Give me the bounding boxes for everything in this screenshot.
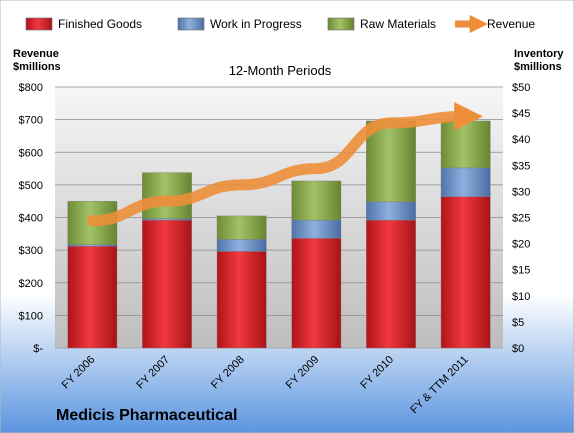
legend-swatch bbox=[327, 17, 355, 31]
bar-finished-goods bbox=[440, 196, 491, 349]
bar-raw-materials bbox=[440, 120, 491, 169]
legend-swatch bbox=[177, 17, 205, 31]
legend: Finished Goods Work in Progress Raw Materi… bbox=[25, 14, 535, 34]
bar-work-in-progress bbox=[366, 201, 416, 221]
legend-label: Raw Materials bbox=[360, 17, 436, 31]
left-axis-tick-label: $400 bbox=[19, 213, 43, 225]
bar-raw-materials bbox=[291, 180, 342, 221]
bar-finished-goods bbox=[366, 219, 416, 349]
bar-raw-materials bbox=[216, 215, 267, 240]
right-axis-tick-label: $10 bbox=[512, 291, 530, 303]
left-axis-tick-label: $800 bbox=[19, 82, 43, 94]
chart-subtitle: 12-Month Periods bbox=[229, 63, 332, 78]
bar-finished-goods bbox=[216, 251, 267, 349]
right-axis-title-line2: $millions bbox=[514, 61, 562, 73]
bar-work-in-progress bbox=[291, 219, 342, 239]
bar-work-in-progress bbox=[216, 239, 267, 252]
bar-work-in-progress bbox=[67, 244, 118, 247]
company-name: Medicis Pharmaceutical bbox=[56, 407, 237, 424]
left-axis-title-line1: Revenue bbox=[13, 48, 59, 60]
bars bbox=[67, 120, 491, 349]
right-axis-tick-label: $0 bbox=[512, 343, 524, 355]
legend-swatch bbox=[25, 17, 53, 31]
right-axis-tick-label: $30 bbox=[512, 186, 530, 198]
right-axis-ticks: $0 $5 $10 $15 $20 $25 $30 $35 $40 $45 $50 bbox=[512, 82, 530, 355]
revenue-line bbox=[86, 102, 483, 227]
right-axis-tick-label: $20 bbox=[512, 239, 530, 251]
bar-finished-goods bbox=[291, 238, 342, 349]
left-axis-tick-label: $100 bbox=[19, 310, 43, 322]
revenue-line-path bbox=[86, 102, 483, 227]
bar-work-in-progress bbox=[142, 218, 192, 221]
right-axis-tick-label: $25 bbox=[512, 213, 530, 225]
left-axis-tick-label: $600 bbox=[19, 147, 43, 159]
left-axis-tick-label: $500 bbox=[19, 180, 43, 192]
left-axis-tick-label: $300 bbox=[19, 245, 43, 257]
right-axis-tick-label: $35 bbox=[512, 160, 530, 172]
right-axis-tick-label: $5 bbox=[512, 317, 524, 329]
left-axis-ticks: $- $100 $200 $300 $400 $500 $600 $700 $800 bbox=[19, 82, 44, 355]
legend-label: Work in Progress bbox=[210, 17, 302, 31]
bar-finished-goods bbox=[142, 219, 192, 349]
legend-label: Finished Goods bbox=[58, 17, 142, 31]
right-axis-tick-label: $50 bbox=[512, 82, 530, 94]
right-axis-tick-label: $45 bbox=[512, 108, 530, 120]
left-axis-tick-label: $- bbox=[33, 343, 43, 355]
right-axis-title-line1: Inventory bbox=[514, 48, 564, 60]
left-axis-tick-label: $200 bbox=[19, 278, 43, 290]
right-axis-tick-label: $40 bbox=[512, 134, 530, 146]
legend-label: Revenue bbox=[487, 17, 535, 31]
right-axis-tick-label: $15 bbox=[512, 265, 530, 277]
bar-finished-goods bbox=[67, 246, 118, 349]
left-axis-tick-label: $700 bbox=[19, 115, 43, 127]
bar-raw-materials bbox=[366, 120, 416, 203]
bar-work-in-progress bbox=[440, 167, 491, 197]
left-axis-title-line2: $millions bbox=[13, 61, 61, 73]
